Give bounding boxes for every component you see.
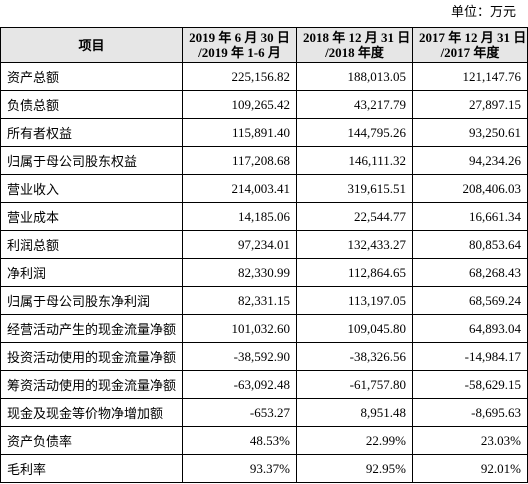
value-cell: 109,265.42	[182, 90, 297, 119]
row-label: 经营活动产生的现金流量净额	[0, 314, 183, 343]
value-cell: 14,185.06	[182, 202, 297, 231]
table-row: 归属于母公司股东净利润 82,331.15 113,197.05 68,569.24	[0, 286, 528, 315]
value-cell: 214,003.41	[182, 174, 297, 203]
row-label: 投资活动使用的现金流量净额	[0, 342, 183, 371]
table-row: 资产负债率 48.53% 22.99% 23.03%	[0, 426, 528, 455]
unit-note: 单位：万元	[450, 4, 516, 19]
value-cell: 22.99%	[296, 426, 413, 455]
table-row: 现金及现金等价物净增加额 -653.27 8,951.48 -8,695.63	[0, 398, 528, 427]
value-cell: 94,234.26	[412, 146, 528, 175]
value-cell: 82,330.99	[182, 258, 297, 287]
value-cell: 93,250.61	[412, 118, 528, 147]
value-cell: 64,893.04	[412, 314, 528, 343]
value-cell: 113,197.05	[296, 286, 413, 315]
value-cell: 23.03%	[412, 426, 528, 455]
header-row: 项目 2019 年 6 月 30 日/2019 年 1-6 月 2018 年 12 …	[0, 27, 528, 63]
header-line: 项目	[78, 37, 105, 53]
header-cell: 项目	[0, 27, 183, 63]
value-cell: 68,569.24	[412, 286, 528, 315]
row-label: 毛利率	[0, 454, 183, 483]
value-cell: 16,661.34	[412, 202, 528, 231]
value-cell: -653.27	[182, 398, 297, 427]
value-cell: 92.95%	[296, 454, 413, 483]
table-row: 净利润 82,330.99 112,864.65 68,268.43	[0, 258, 528, 287]
value-cell: 117,208.68	[182, 146, 297, 175]
row-label: 资产总额	[0, 62, 183, 91]
table-row: 投资活动使用的现金流量净额 -38,592.90 -38,326.56 -14,984…	[0, 342, 528, 371]
value-cell: 97,234.01	[182, 230, 297, 259]
table-row: 利润总额 97,234.01 132,433.27 80,853.64	[0, 230, 528, 259]
header-line: /2017 年度	[440, 45, 500, 60]
table-row: 营业成本 14,185.06 22,544.77 16,661.34	[0, 202, 528, 231]
value-cell: -61,757.80	[296, 370, 413, 399]
value-cell: 112,864.65	[296, 258, 413, 287]
table-row: 经营活动产生的现金流量净额 101,032.60 109,045.80 64,893.…	[0, 314, 528, 343]
row-label: 归属于母公司股东权益	[0, 146, 183, 175]
value-cell: 319,615.51	[296, 174, 413, 203]
value-cell: 146,111.32	[296, 146, 413, 175]
table-row: 营业收入 214,003.41 319,615.51 208,406.03	[0, 174, 528, 203]
value-cell: 82,331.15	[182, 286, 297, 315]
row-label: 营业收入	[0, 174, 183, 203]
header-line: 2019 年 6 月 30 日	[189, 30, 290, 45]
value-cell: 109,045.80	[296, 314, 413, 343]
value-cell: -63,092.48	[182, 370, 297, 399]
value-cell: 121,147.76	[412, 62, 528, 91]
value-cell: -14,984.17	[412, 342, 528, 371]
value-cell: 115,891.40	[182, 118, 297, 147]
value-cell: 48.53%	[182, 426, 297, 455]
value-cell: 144,795.26	[296, 118, 413, 147]
value-cell: 208,406.03	[412, 174, 528, 203]
table-body: 资产总额 225,156.82 188,013.05 121,147.76 负债总额 10…	[0, 62, 528, 483]
row-label: 净利润	[0, 258, 183, 287]
header-line: 2017 年 12 月 31 日	[419, 30, 527, 45]
table-row: 负债总额 109,265.42 43,217.79 27,897.15	[0, 90, 528, 119]
value-cell: 80,853.64	[412, 230, 528, 259]
row-label: 负债总额	[0, 90, 183, 119]
value-cell: 8,951.48	[296, 398, 413, 427]
row-label: 资产负债率	[0, 426, 183, 455]
value-cell: 43,217.79	[296, 90, 413, 119]
value-cell: -58,629.15	[412, 370, 528, 399]
value-cell: 92.01%	[412, 454, 528, 483]
financial-table: 项目 2019 年 6 月 30 日/2019 年 1-6 月 2018 年 12 …	[0, 27, 528, 483]
value-cell: -38,326.56	[296, 342, 413, 371]
value-cell: -38,592.90	[182, 342, 297, 371]
table-row: 筹资活动使用的现金流量净额 -63,092.48 -61,757.80 -58,629…	[0, 370, 528, 399]
table-row: 所有者权益 115,891.40 144,795.26 93,250.61	[0, 118, 528, 147]
value-cell: 27,897.15	[412, 90, 528, 119]
row-label: 营业成本	[0, 202, 183, 231]
header-cell: 2017 年 12 月 31 日/2017 年度	[412, 27, 528, 63]
table-row: 毛利率 93.37% 92.95% 92.01%	[0, 454, 528, 483]
header-line: 2018 年 12 月 31 日	[303, 30, 411, 45]
value-cell: 93.37%	[182, 454, 297, 483]
header-cell: 2018 年 12 月 31 日/2018 年度	[296, 27, 413, 63]
value-cell: 101,032.60	[182, 314, 297, 343]
row-label: 筹资活动使用的现金流量净额	[0, 370, 183, 399]
value-cell: 132,433.27	[296, 230, 413, 259]
value-cell: 188,013.05	[296, 62, 413, 91]
value-cell: -8,695.63	[412, 398, 528, 427]
table-row: 资产总额 225,156.82 188,013.05 121,147.76	[0, 62, 528, 91]
row-label: 利润总额	[0, 230, 183, 259]
header-cell: 2019 年 6 月 30 日/2019 年 1-6 月	[182, 27, 297, 63]
row-label: 现金及现金等价物净增加额	[0, 398, 183, 427]
header-line: /2018 年度	[325, 45, 384, 60]
header-line: /2019 年 1-6 月	[198, 45, 281, 60]
row-label: 归属于母公司股东净利润	[0, 286, 183, 315]
value-cell: 225,156.82	[182, 62, 297, 91]
value-cell: 22,544.77	[296, 202, 413, 231]
value-cell: 68,268.43	[412, 258, 528, 287]
table-row: 归属于母公司股东权益 117,208.68 146,111.32 94,234.26	[0, 146, 528, 175]
row-label: 所有者权益	[0, 118, 183, 147]
